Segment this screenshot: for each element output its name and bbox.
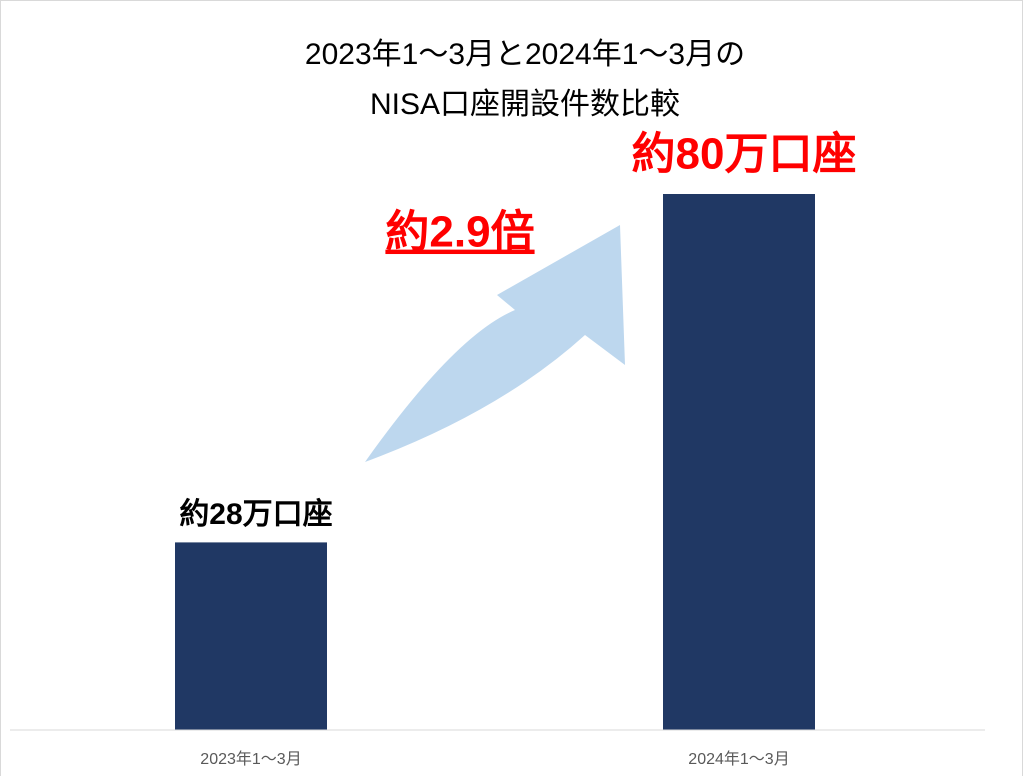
bar xyxy=(663,194,815,730)
data-label: 約80万口座 xyxy=(632,130,857,179)
x-tick-label: 2023年1～3月 xyxy=(200,750,301,768)
annotation: 約2.9倍 xyxy=(385,208,534,257)
growth-arrow xyxy=(365,225,625,462)
data-label: 約28万口座 xyxy=(179,497,332,531)
chart-title: 2023年1～3月と2024年1～3月の NISA口座開設件数比較 xyxy=(304,38,746,121)
bar xyxy=(175,542,327,730)
x-tick-label: 2024年1～3月 xyxy=(688,750,789,768)
